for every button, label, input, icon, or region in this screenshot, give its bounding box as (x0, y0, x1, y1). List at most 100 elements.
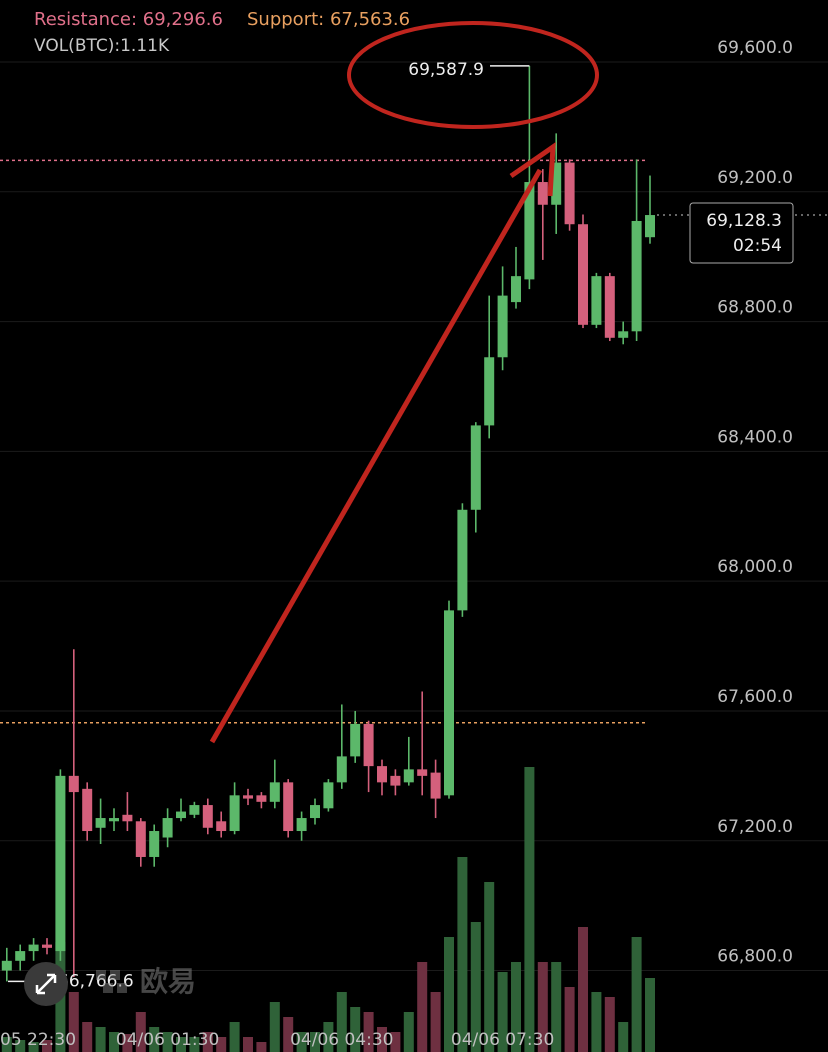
candle-body (28, 944, 39, 952)
volume-bar (229, 1022, 240, 1052)
volume-bar (578, 927, 588, 1052)
candle-body (551, 162, 562, 205)
volume-bar (470, 922, 481, 1052)
candle-body (162, 818, 173, 838)
y-tick-label: 69,600.0 (717, 38, 793, 58)
trend-arrow (209, 168, 543, 744)
candle-body (377, 766, 387, 783)
volume-bar (256, 1042, 267, 1052)
volume-layer (1, 767, 655, 1052)
x-tick-label: 04/06 04:30 (290, 1030, 393, 1050)
candle-body (68, 775, 79, 793)
volume-bar (243, 1037, 253, 1052)
volume-bar (15, 1040, 26, 1052)
candle-body (296, 818, 307, 832)
candle-body (578, 224, 588, 325)
candle-body (604, 276, 615, 338)
y-tick-label: 68,000.0 (717, 557, 793, 577)
volume-label: VOL(BTC):1.11K (34, 36, 170, 56)
y-tick-label: 67,600.0 (717, 687, 793, 707)
volume-bar (430, 992, 441, 1052)
candle-body (135, 821, 146, 857)
x-tick-label: 04/06 01:30 (116, 1030, 219, 1050)
volume-bar (162, 1032, 173, 1052)
candle-body (149, 831, 160, 857)
candle-body (564, 162, 575, 225)
arrow-head (509, 142, 556, 197)
candle-body (55, 775, 66, 952)
volume-bar (631, 937, 642, 1052)
candle-body (618, 331, 629, 338)
y-tick-label: 68,800.0 (717, 298, 793, 318)
candle-body (176, 811, 186, 819)
candle-body (310, 805, 320, 819)
volume-bar (604, 997, 615, 1052)
candle-body (269, 782, 280, 802)
resistance-label: Resistance: 69,296.6 (34, 9, 223, 30)
volume-bar (537, 962, 548, 1052)
candle-body (82, 788, 93, 832)
volume-bar (323, 1022, 334, 1052)
watermark: 欧易 (140, 965, 196, 998)
last-price-box (689, 202, 794, 264)
volume-bar (283, 1017, 294, 1052)
candle-body (417, 769, 428, 776)
volume-bar (296, 1032, 307, 1052)
candle-body (189, 805, 200, 815)
candle-body (470, 425, 481, 510)
highlight-ellipse (347, 21, 599, 129)
volume-bar (176, 1037, 186, 1052)
candle-body (15, 951, 26, 961)
volume-bar (497, 972, 508, 1052)
y-tick-label: 69,200.0 (717, 168, 793, 188)
label-layer: 69,600.0 69,200.0 68,800.0 68,400.0 68,000.0… (0, 38, 793, 1050)
candle-body (42, 944, 52, 948)
high-marker-label: 69,587.9 (408, 60, 484, 80)
volume-bar (202, 1032, 213, 1052)
candle-body (444, 610, 454, 796)
candle-body (323, 782, 334, 809)
volume-bar (618, 1022, 629, 1052)
last-price: 69,128.3 (706, 211, 782, 231)
volume-bar (403, 1012, 414, 1052)
volume-bar (122, 1034, 133, 1052)
candle-body (95, 818, 106, 828)
low-marker-label: 66,766.6 (58, 971, 134, 991)
candle-body (524, 182, 535, 280)
candle-body (631, 220, 642, 332)
x-tick-label: 04/06 07:30 (451, 1030, 554, 1050)
volume-bar (109, 1032, 119, 1052)
candle-body (511, 276, 521, 303)
volume-bar (444, 937, 454, 1052)
volume-bar (524, 767, 535, 1052)
volume-bar (310, 1032, 320, 1052)
y-tick-label: 66,800.0 (717, 947, 793, 967)
candle-body (256, 795, 267, 802)
y-tick-label: 67,200.0 (717, 817, 793, 837)
volume-bar (484, 882, 495, 1052)
volume-bar (216, 1037, 227, 1052)
candle-body (122, 814, 133, 822)
volume-bar (417, 962, 428, 1052)
candle-layer (1, 65, 655, 982)
volume-bar (149, 1027, 160, 1052)
volume-bar (377, 1027, 387, 1052)
volume-bar (350, 1007, 361, 1052)
candle-body (336, 756, 347, 783)
volume-bar (42, 1040, 52, 1052)
grid (0, 61, 828, 972)
volume-bar (390, 1032, 401, 1052)
candle-body (430, 772, 441, 799)
candle-body (457, 509, 468, 611)
volume-bar (269, 1002, 280, 1052)
support-label: Support: 67,563.6 (247, 9, 410, 30)
volume-bar (95, 1027, 106, 1052)
candle-body (537, 182, 548, 205)
candle-body (591, 276, 602, 325)
countdown: 02:54 (733, 236, 782, 256)
candle-body (229, 795, 240, 832)
volume-bar (28, 1042, 39, 1052)
candle-body (350, 723, 361, 757)
volume-bar (645, 978, 655, 1052)
